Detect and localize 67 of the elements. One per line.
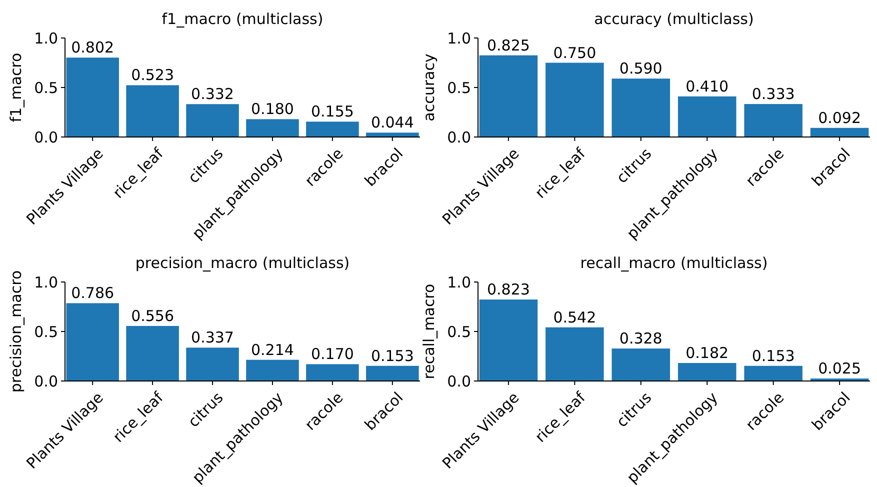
bar <box>366 132 419 137</box>
y-tick-label: 1.0 <box>34 273 58 292</box>
y-tick-label: 0.0 <box>447 372 471 390</box>
data-label: 0.556 <box>131 306 174 325</box>
data-label: 0.786 <box>71 284 114 302</box>
y-tick-label: 0.0 <box>34 128 58 146</box>
y-tick-label: 1.0 <box>34 29 58 48</box>
bar <box>186 348 239 381</box>
data-label: 0.153 <box>370 346 414 365</box>
chart-title: precision_macro (multiclass) <box>135 254 350 272</box>
y-axis-title: f1_macro <box>7 52 25 122</box>
bar <box>306 122 359 137</box>
bar <box>744 104 802 137</box>
bar <box>810 128 869 137</box>
bar <box>546 327 604 381</box>
data-label: 0.823 <box>486 280 530 299</box>
bar <box>678 96 736 137</box>
bar <box>612 348 670 381</box>
bar <box>246 119 299 137</box>
y-tick-label: 0.0 <box>447 128 471 146</box>
y-axis-title: precision_macro <box>7 270 25 393</box>
bar <box>479 300 538 381</box>
data-label: 0.337 <box>191 328 234 347</box>
bar <box>678 362 736 381</box>
data-label: 0.182 <box>686 344 729 362</box>
chart-title: recall_macro (multiclass) <box>580 254 768 272</box>
bar <box>126 326 179 381</box>
chart-title: f1_macro (multiclass) <box>162 10 324 28</box>
bar <box>66 303 119 381</box>
data-label: 0.523 <box>131 66 174 84</box>
bar <box>66 58 119 137</box>
y-tick-label: 0.5 <box>34 322 58 341</box>
data-label: 0.542 <box>553 308 596 326</box>
bar <box>366 366 419 381</box>
data-label: 0.825 <box>486 36 530 54</box>
data-label: 0.750 <box>553 44 596 62</box>
chart-title: accuracy (multiclass) <box>594 10 754 28</box>
bar <box>186 104 239 137</box>
bar <box>479 55 538 137</box>
data-label: 0.180 <box>251 100 294 118</box>
data-label: 0.214 <box>251 340 294 359</box>
y-axis-title: accuracy <box>420 54 438 122</box>
data-label: 0.590 <box>619 60 662 78</box>
data-label: 0.328 <box>619 330 662 348</box>
bar <box>612 78 670 137</box>
data-label: 0.802 <box>71 38 114 57</box>
data-label: 0.153 <box>752 346 795 365</box>
y-axis-title: recall_macro <box>420 284 438 380</box>
data-label: 0.044 <box>370 114 414 132</box>
bar <box>546 62 604 137</box>
bar <box>246 360 299 381</box>
data-label: 0.333 <box>752 85 795 104</box>
y-tick-label: 0.5 <box>447 78 471 97</box>
bar <box>126 85 179 137</box>
data-label: 0.155 <box>310 102 354 121</box>
bar <box>744 366 802 381</box>
y-tick-label: 0.5 <box>34 78 58 97</box>
data-label: 0.410 <box>686 77 729 96</box>
y-tick-label: 1.0 <box>447 29 471 48</box>
data-label: 0.025 <box>818 360 862 378</box>
y-tick-label: 0.0 <box>34 372 58 390</box>
data-label: 0.332 <box>191 85 234 104</box>
data-label: 0.092 <box>818 108 862 127</box>
y-tick-label: 1.0 <box>447 273 471 292</box>
bar <box>306 364 359 381</box>
data-label: 0.170 <box>310 345 354 364</box>
y-tick-label: 0.5 <box>447 322 471 341</box>
